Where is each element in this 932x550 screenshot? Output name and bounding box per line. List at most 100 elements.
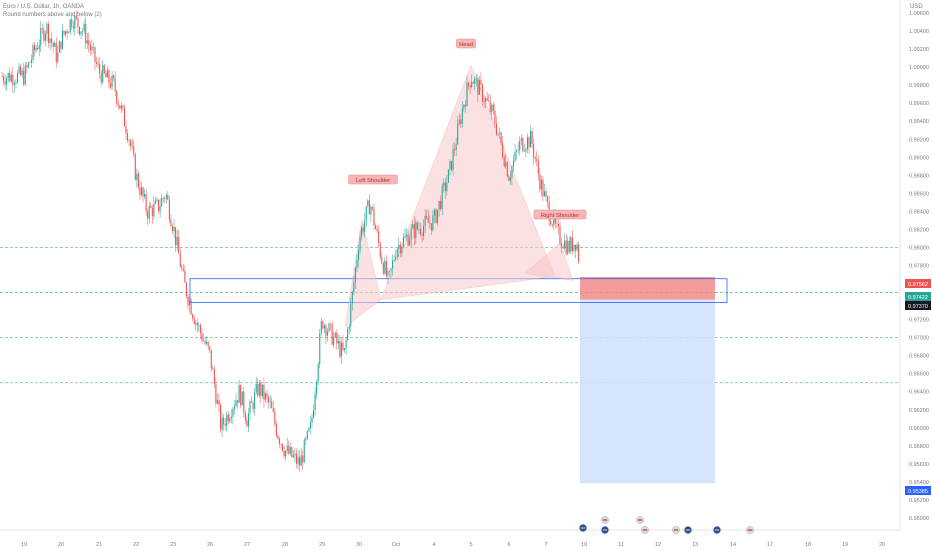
- candle-body[interactable]: [103, 65, 105, 73]
- candle-body[interactable]: [424, 215, 426, 226]
- candle-body[interactable]: [534, 157, 536, 160]
- candle-body[interactable]: [395, 256, 397, 260]
- candle-body[interactable]: [7, 73, 9, 78]
- candle-body[interactable]: [421, 233, 423, 236]
- price-scale[interactable]: [900, 0, 932, 550]
- candle-body[interactable]: [437, 209, 439, 223]
- candle-body[interactable]: [209, 346, 211, 350]
- candle-body[interactable]: [340, 342, 342, 357]
- candle-body[interactable]: [551, 224, 553, 226]
- candle-body[interactable]: [54, 42, 56, 47]
- candle-body[interactable]: [471, 82, 473, 88]
- candle-body[interactable]: [516, 150, 518, 152]
- candle-body[interactable]: [409, 239, 411, 246]
- candle-body[interactable]: [230, 416, 232, 419]
- candle-body[interactable]: [423, 225, 425, 236]
- candle-body[interactable]: [570, 237, 572, 252]
- candle-body[interactable]: [359, 236, 361, 251]
- candle-body[interactable]: [308, 428, 310, 432]
- candle-body[interactable]: [195, 322, 197, 325]
- candle-body[interactable]: [207, 341, 209, 347]
- candle-body[interactable]: [86, 40, 88, 44]
- candle-body[interactable]: [282, 444, 284, 451]
- eu-flag-icon[interactable]: [713, 526, 721, 534]
- candle-body[interactable]: [175, 227, 177, 246]
- candle-body[interactable]: [351, 291, 353, 304]
- candle-body[interactable]: [334, 332, 336, 338]
- candle-body[interactable]: [364, 220, 366, 232]
- right-shoulder-label[interactable]: Right Shoulder: [533, 209, 587, 220]
- candle-body[interactable]: [189, 300, 191, 306]
- candle-body[interactable]: [55, 42, 57, 62]
- candle-body[interactable]: [350, 303, 352, 327]
- candle-body[interactable]: [238, 385, 240, 403]
- candle-body[interactable]: [40, 28, 42, 46]
- candle-body[interactable]: [41, 28, 43, 30]
- candle-body[interactable]: [455, 144, 457, 151]
- candle-body[interactable]: [522, 138, 524, 152]
- candle-body[interactable]: [412, 224, 414, 229]
- candle-body[interactable]: [128, 140, 130, 142]
- candle-body[interactable]: [464, 104, 466, 107]
- candle-body[interactable]: [240, 385, 242, 406]
- candle-body[interactable]: [243, 391, 245, 413]
- us-flag-icon[interactable]: [601, 516, 609, 524]
- candle-body[interactable]: [454, 149, 456, 151]
- candle-body[interactable]: [133, 146, 135, 155]
- candle-body[interactable]: [441, 185, 443, 210]
- candle-body[interactable]: [430, 223, 432, 231]
- candle-body[interactable]: [260, 382, 262, 397]
- candle-body[interactable]: [573, 244, 575, 251]
- candle-body[interactable]: [255, 384, 257, 393]
- candle-body[interactable]: [384, 260, 386, 274]
- candle-body[interactable]: [339, 340, 341, 357]
- candle-body[interactable]: [187, 296, 189, 306]
- candle-body[interactable]: [193, 318, 195, 325]
- candle-body[interactable]: [68, 32, 70, 34]
- candle-body[interactable]: [72, 26, 74, 29]
- candle-body[interactable]: [505, 162, 507, 167]
- candle-body[interactable]: [316, 381, 318, 395]
- candle-body[interactable]: [354, 267, 356, 283]
- candle-body[interactable]: [268, 396, 270, 403]
- candle-body[interactable]: [285, 450, 287, 457]
- candle-body[interactable]: [299, 457, 301, 466]
- candle-body[interactable]: [539, 174, 541, 190]
- candle-body[interactable]: [337, 340, 339, 344]
- candle-body[interactable]: [300, 455, 302, 466]
- candle-body[interactable]: [367, 200, 369, 207]
- candle-body[interactable]: [106, 70, 108, 78]
- candle-body[interactable]: [336, 332, 338, 344]
- candle-body[interactable]: [477, 78, 479, 95]
- candle-body[interactable]: [443, 182, 445, 186]
- candle-body[interactable]: [348, 326, 350, 330]
- candle-body[interactable]: [571, 237, 573, 251]
- candle-body[interactable]: [567, 240, 569, 254]
- candle-body[interactable]: [75, 15, 77, 18]
- candle-body[interactable]: [320, 321, 322, 334]
- candle-body[interactable]: [463, 104, 465, 109]
- candle-body[interactable]: [565, 240, 567, 254]
- candle-body[interactable]: [578, 244, 580, 262]
- candle-body[interactable]: [246, 420, 248, 427]
- candle-body[interactable]: [63, 30, 65, 35]
- candle-body[interactable]: [269, 401, 271, 403]
- candle-body[interactable]: [469, 85, 471, 88]
- candle-body[interactable]: [221, 417, 223, 430]
- candle-body[interactable]: [407, 234, 409, 246]
- candle-body[interactable]: [528, 137, 530, 148]
- candle-body[interactable]: [156, 199, 158, 201]
- candle-body[interactable]: [162, 198, 164, 199]
- candle-body[interactable]: [78, 26, 81, 35]
- candle-body[interactable]: [362, 227, 364, 232]
- candle-body[interactable]: [486, 97, 488, 101]
- candle-body[interactable]: [517, 149, 519, 151]
- candle-body[interactable]: [404, 236, 406, 238]
- candle-body[interactable]: [4, 81, 6, 85]
- candle-body[interactable]: [480, 79, 482, 85]
- profit-target-zone[interactable]: [580, 299, 715, 484]
- candle-body[interactable]: [60, 41, 62, 49]
- candle-body[interactable]: [123, 107, 125, 127]
- candle-body[interactable]: [440, 200, 442, 210]
